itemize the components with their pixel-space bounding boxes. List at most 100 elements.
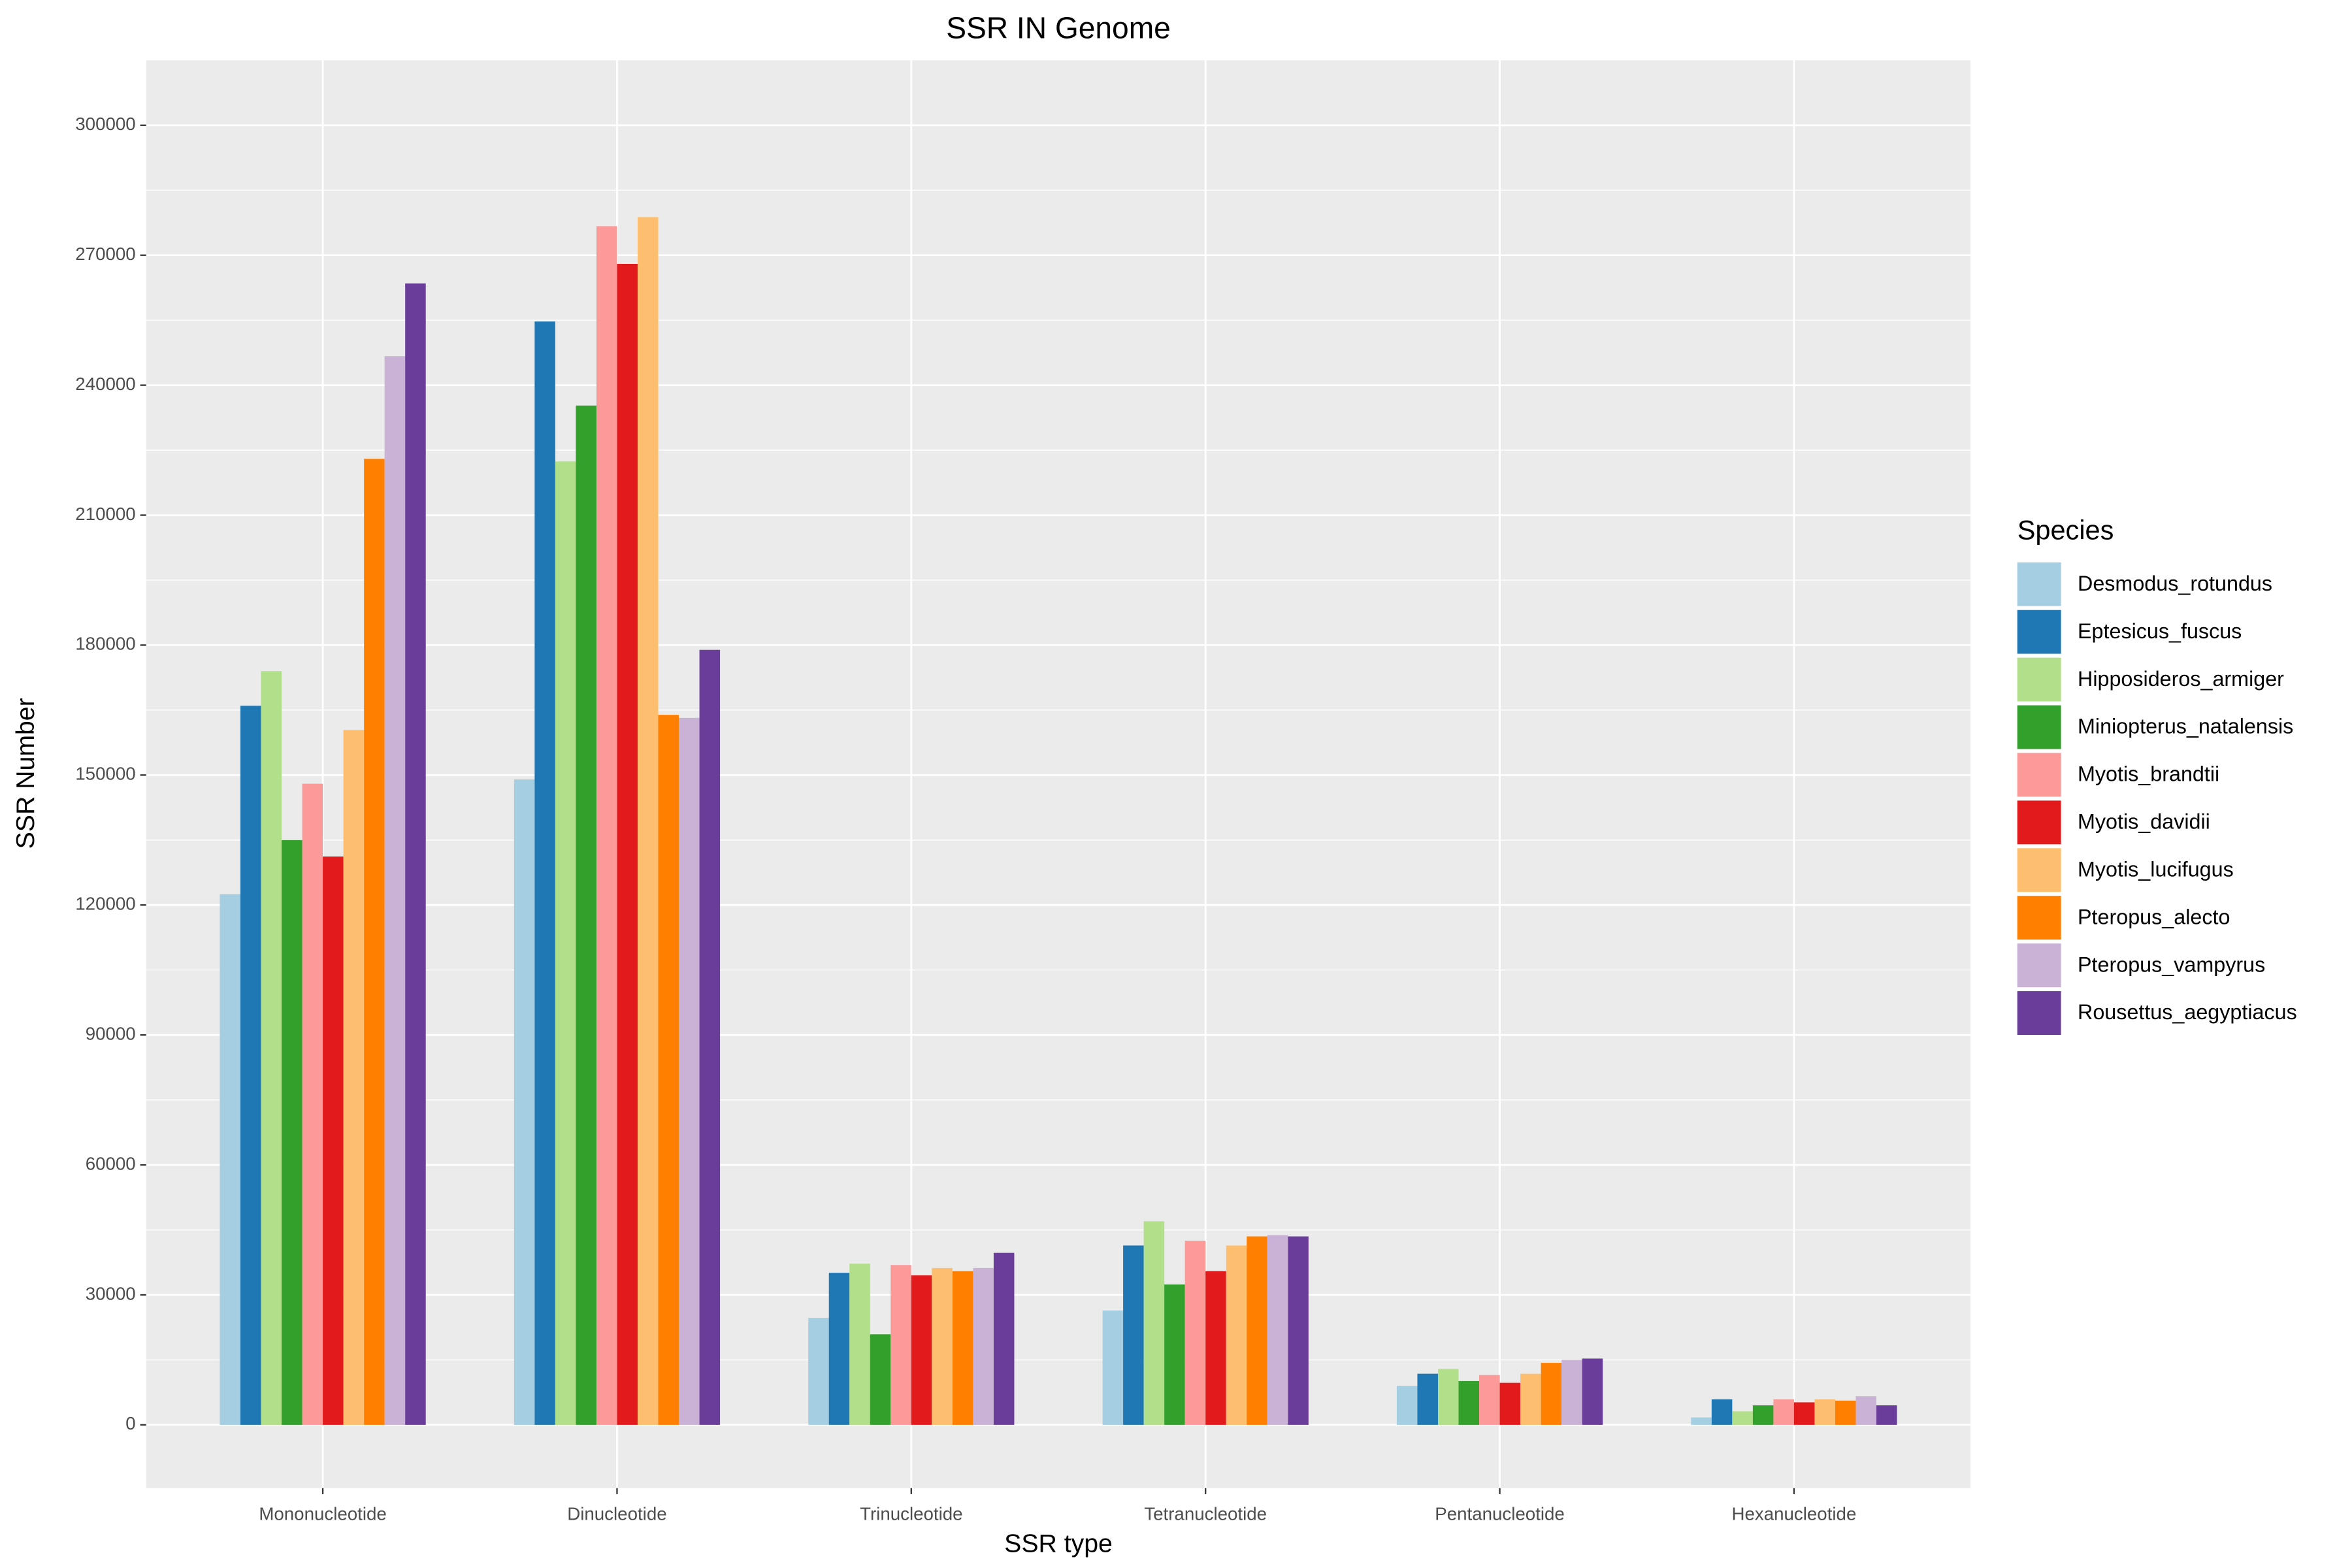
x-tick-label: Dinucleotide (567, 1504, 666, 1524)
bar (1164, 1284, 1185, 1425)
x-tick-label: Trinucleotide (860, 1504, 963, 1524)
bar (1561, 1360, 1582, 1425)
legend-label: Hipposideros_armiger (2078, 667, 2284, 691)
bar (1582, 1358, 1603, 1425)
x-tick-label: Tetranucleotide (1144, 1504, 1267, 1524)
legend-label: Pteropus_vampyrus (2078, 953, 2265, 976)
legend-key (2017, 657, 2061, 702)
bar (364, 459, 385, 1425)
grid (146, 60, 1971, 1488)
y-axis-title: SSR Number (11, 698, 40, 849)
bar (1143, 1221, 1165, 1425)
legend-label: Desmodus_rotundus (2078, 572, 2272, 595)
x-tick-label: Mononucleotide (259, 1504, 387, 1524)
bar (1267, 1235, 1288, 1425)
bar (1752, 1405, 1774, 1425)
x-tick-label: Pentanucleotide (1435, 1504, 1565, 1524)
legend-label: Miniopterus_natalensis (2078, 715, 2293, 738)
legend-label: Eptesicus_fuscus (2078, 619, 2242, 643)
bar (555, 461, 576, 1425)
legend-key (2017, 562, 2061, 606)
bar (323, 856, 344, 1425)
bar (220, 894, 240, 1425)
bar (1288, 1236, 1309, 1425)
y-tick-label: 150000 (75, 764, 135, 784)
legend-key (2017, 991, 2061, 1035)
bar (1205, 1271, 1226, 1425)
bar (658, 715, 679, 1425)
bar (679, 717, 700, 1425)
bar (952, 1271, 973, 1425)
legend: Desmodus_rotundus Eptesicus_fuscus Hipposi… (2017, 562, 2297, 1035)
y-tick-label: 90000 (86, 1023, 136, 1043)
y-tick-label: 240000 (75, 374, 135, 394)
legend-key (2017, 943, 2061, 988)
axes: 0 30000 60000 90000 120000 150000 180000 210000… (75, 114, 1856, 1524)
bar (1123, 1245, 1144, 1425)
bar (870, 1334, 891, 1425)
bar (932, 1267, 953, 1425)
bar (1520, 1373, 1541, 1425)
legend-label: Rousettus_aegyptiacus (2078, 1000, 2297, 1024)
bar (849, 1264, 870, 1425)
bar (890, 1265, 911, 1425)
y-tick-label: 180000 (75, 634, 135, 654)
bar (1226, 1245, 1247, 1425)
legend-key (2017, 753, 2061, 797)
legend-key (2017, 610, 2061, 654)
bar (1876, 1405, 1897, 1425)
y-tick-label: 60000 (86, 1153, 136, 1173)
legend-label: Pteropus_alecto (2078, 905, 2230, 928)
bar (637, 217, 659, 1425)
bar (699, 649, 721, 1425)
bar (1732, 1411, 1753, 1425)
bar (1691, 1417, 1712, 1425)
bar (1835, 1400, 1856, 1425)
bar (343, 730, 365, 1425)
y-tick-label: 300000 (75, 114, 135, 134)
bars (220, 217, 1897, 1425)
bar (405, 283, 426, 1425)
y-tick-label: 120000 (75, 894, 135, 914)
bar (1102, 1310, 1124, 1425)
legend-key (2017, 800, 2061, 845)
bar (1247, 1236, 1267, 1425)
legend-key (2017, 848, 2061, 892)
bar (384, 356, 406, 1425)
bar (302, 783, 323, 1425)
bar (993, 1252, 1015, 1425)
bar (808, 1318, 829, 1425)
bar (534, 321, 555, 1425)
bar (911, 1275, 932, 1425)
chart-title: SSR IN Genome (946, 10, 1171, 44)
bar (514, 779, 535, 1425)
legend-label: Myotis_lucifugus (2078, 857, 2234, 881)
bar (1499, 1382, 1521, 1425)
legend-key (2017, 896, 2061, 940)
bar (1541, 1363, 1562, 1425)
bar (1396, 1386, 1418, 1425)
bar (1184, 1241, 1206, 1425)
bar (576, 405, 596, 1425)
bar (617, 263, 638, 1425)
bar (596, 226, 617, 1425)
bar (1711, 1399, 1733, 1425)
x-axis-title: SSR type (1004, 1529, 1113, 1558)
legend-label: Myotis_brandtii (2078, 762, 2219, 786)
y-tick-label: 30000 (86, 1283, 136, 1303)
bar (828, 1273, 850, 1425)
legend-title: Species (2017, 515, 2114, 546)
y-tick-label: 270000 (75, 244, 135, 264)
legend-key (2017, 705, 2061, 749)
x-tick-label: Hexanucleotide (1731, 1504, 1856, 1524)
y-tick-label: 210000 (75, 504, 135, 524)
bar (1417, 1373, 1438, 1425)
bar (240, 706, 261, 1425)
bar (1855, 1396, 1877, 1425)
bar (1814, 1399, 1835, 1425)
bar (282, 840, 302, 1425)
bar (1479, 1375, 1500, 1425)
bar (1458, 1380, 1480, 1425)
legend-label: Myotis_davidii (2078, 810, 2210, 834)
